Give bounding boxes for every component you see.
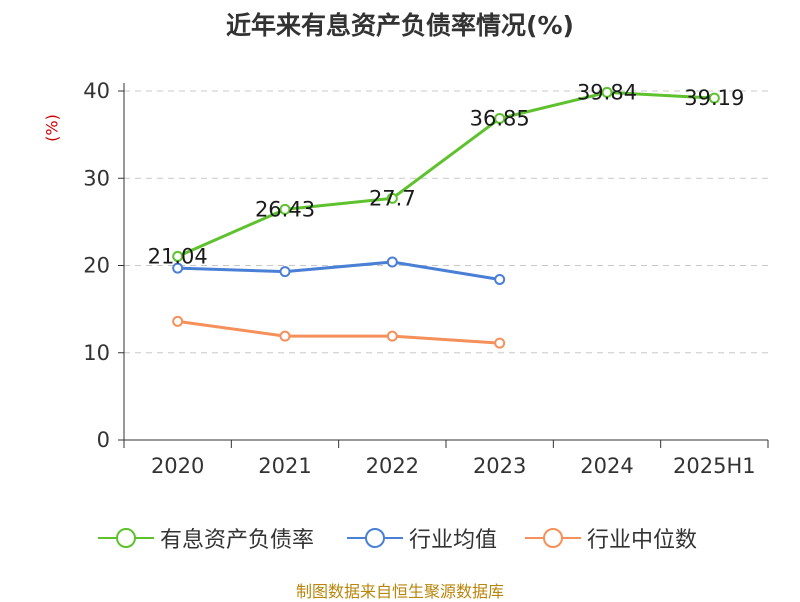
data-point — [279, 266, 291, 278]
series-line-1 — [177, 260, 500, 281]
tick-labels: 0 10 20 30 40 2020 2021 2022 2023 2024 2025H1 — [83, 79, 755, 478]
data-label: 36.85 — [470, 106, 530, 130]
chart-title: 近年来有息资产负债率情况(%) — [226, 11, 574, 40]
data-point — [601, 86, 613, 98]
legend-label: 行业均值 — [409, 528, 498, 553]
y-tick-label: 20 — [83, 254, 110, 278]
legend: 有息资产负债率 行业均值 行业中位数 — [0, 518, 800, 558]
x-tick-label: 2025H1 — [673, 454, 756, 478]
data-point — [386, 192, 398, 204]
legend-marker-icon — [525, 528, 581, 548]
series-line-2 — [177, 319, 500, 345]
data-point — [494, 273, 506, 285]
legend-item-industry-median[interactable]: 行业中位数 — [525, 518, 697, 558]
legend-item-debt-ratio[interactable]: 有息资产负债率 — [98, 518, 314, 558]
legend-label: 行业中位数 — [587, 528, 698, 553]
data-point — [494, 337, 506, 349]
legend-item-industry-average[interactable]: 行业均值 — [347, 518, 497, 558]
data-label: 39.84 — [577, 80, 637, 104]
x-tick-label: 2020 — [151, 454, 204, 478]
x-tick-label: 2021 — [258, 454, 311, 478]
data-point — [386, 330, 398, 342]
data-point — [708, 92, 720, 104]
data-point — [172, 250, 184, 262]
data-label: 26.43 — [255, 197, 315, 221]
y-tick-label: 0 — [97, 428, 110, 452]
data-point — [172, 262, 184, 274]
grid-lines — [124, 90, 768, 354]
y-tick-label: 10 — [83, 341, 110, 365]
legend-marker-icon — [347, 528, 403, 548]
x-tick-label: 2022 — [366, 454, 419, 478]
axes — [118, 83, 769, 448]
data-source: 制图数据来自恒生聚源数据库 — [295, 582, 504, 601]
series-lines — [177, 90, 715, 345]
series-line-0 — [177, 90, 715, 258]
data-point — [279, 330, 291, 342]
y-tick-label: 40 — [83, 79, 110, 103]
y-tick-label: 30 — [83, 166, 110, 190]
data-label: 27.7 — [369, 186, 416, 210]
data-point — [386, 256, 398, 268]
x-tick-label: 2024 — [580, 454, 633, 478]
data-label: 21.04 — [148, 244, 208, 268]
legend-marker-icon — [98, 528, 154, 548]
data-label: 39.19 — [684, 86, 744, 110]
data-point — [172, 315, 184, 327]
data-point — [494, 112, 506, 124]
legend-label: 有息资产负债率 — [160, 528, 315, 553]
x-tick-label: 2023 — [473, 454, 526, 478]
data-point — [279, 203, 291, 215]
data-labels: 21.04 26.43 27.7 36.85 39.84 39.19 — [148, 80, 745, 268]
series-points — [172, 86, 720, 349]
